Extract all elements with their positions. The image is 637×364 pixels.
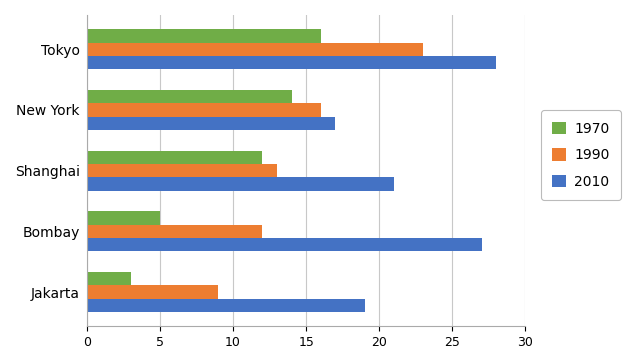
- Bar: [87, 90, 292, 103]
- Bar: [87, 299, 364, 312]
- Bar: [87, 29, 321, 43]
- Bar: [87, 272, 131, 285]
- Bar: [87, 285, 218, 299]
- Bar: [87, 56, 496, 69]
- Legend: 1970, 1990, 2010: 1970, 1990, 2010: [541, 110, 621, 200]
- Bar: [87, 164, 277, 177]
- Bar: [87, 116, 336, 130]
- Bar: [87, 103, 321, 116]
- Bar: [87, 151, 262, 164]
- Bar: [87, 43, 423, 56]
- Bar: [87, 238, 482, 252]
- Bar: [87, 211, 160, 225]
- Bar: [87, 177, 394, 191]
- Bar: [87, 225, 262, 238]
